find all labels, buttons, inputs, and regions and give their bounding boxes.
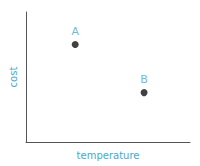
svg-text:A: A <box>71 25 79 38</box>
svg-text:cost: cost <box>8 67 19 88</box>
svg-text:temperature: temperature <box>77 150 140 161</box>
svg-text:B: B <box>140 73 148 86</box>
